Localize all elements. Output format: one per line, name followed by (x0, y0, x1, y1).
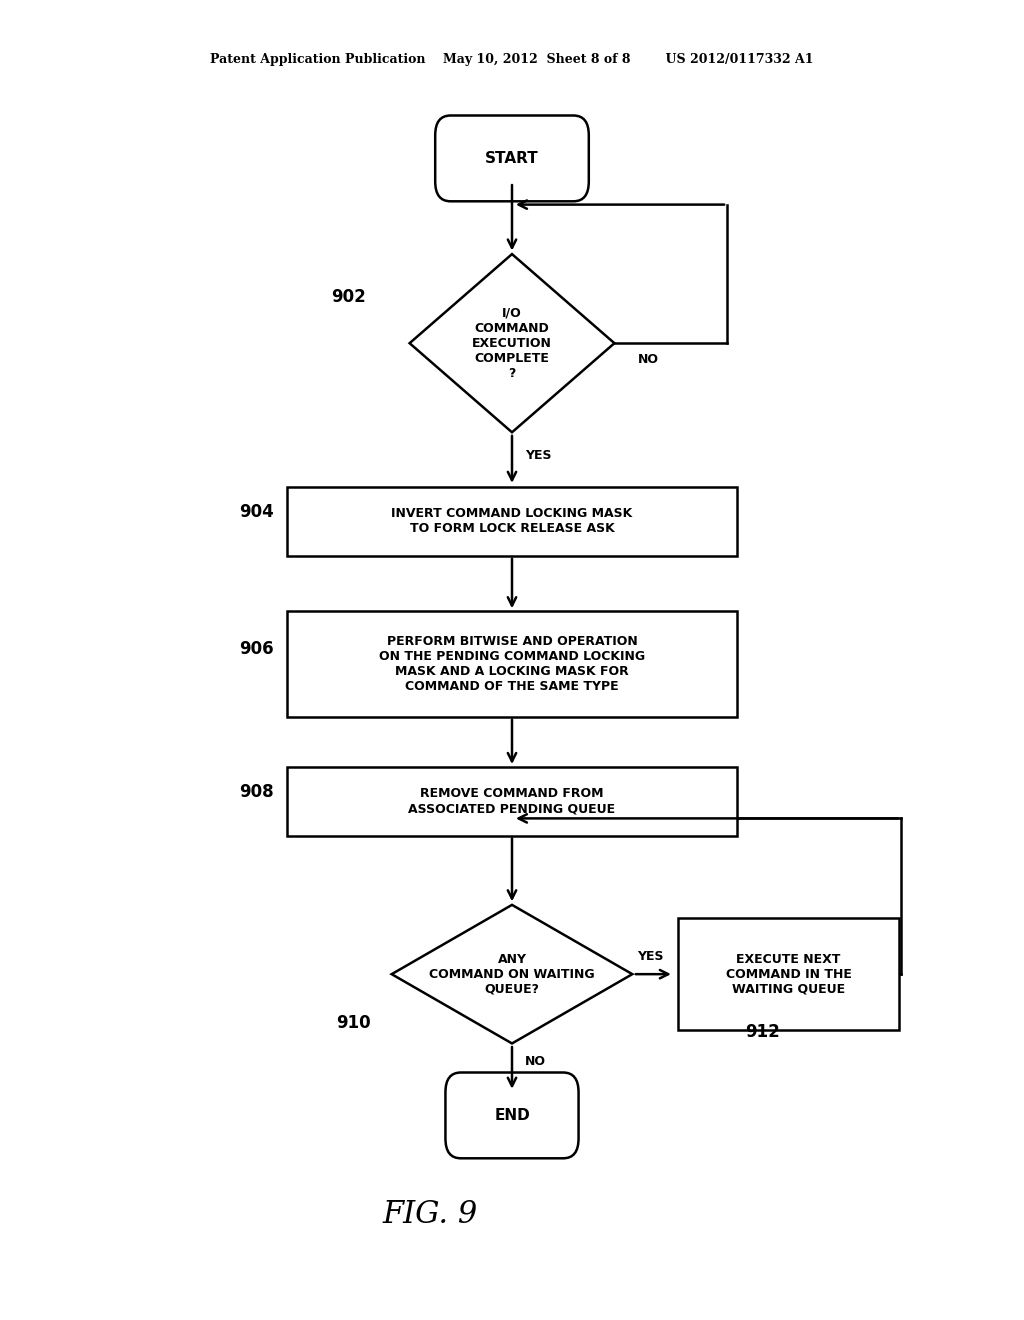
Text: START: START (485, 150, 539, 166)
FancyBboxPatch shape (287, 487, 737, 556)
Text: NO: NO (525, 1055, 547, 1068)
Text: 910: 910 (336, 1014, 371, 1032)
FancyBboxPatch shape (445, 1072, 579, 1159)
FancyBboxPatch shape (435, 115, 589, 201)
Text: 902: 902 (331, 288, 366, 306)
Text: ANY
COMMAND ON WAITING
QUEUE?: ANY COMMAND ON WAITING QUEUE? (429, 953, 595, 995)
Text: PERFORM BITWISE AND OPERATION
ON THE PENDING COMMAND LOCKING
MASK AND A LOCKING : PERFORM BITWISE AND OPERATION ON THE PEN… (379, 635, 645, 693)
Text: 904: 904 (239, 503, 273, 521)
Text: EXECUTE NEXT
COMMAND IN THE
WAITING QUEUE: EXECUTE NEXT COMMAND IN THE WAITING QUEU… (726, 953, 851, 995)
Text: 906: 906 (239, 640, 273, 659)
FancyBboxPatch shape (287, 611, 737, 717)
Text: YES: YES (637, 950, 664, 964)
FancyBboxPatch shape (678, 919, 899, 1030)
Text: REMOVE COMMAND FROM
ASSOCIATED PENDING QUEUE: REMOVE COMMAND FROM ASSOCIATED PENDING Q… (409, 787, 615, 816)
Polygon shape (391, 906, 632, 1043)
Text: NO: NO (638, 352, 659, 366)
Text: YES: YES (525, 449, 552, 462)
Text: 912: 912 (745, 1023, 780, 1041)
Polygon shape (410, 253, 614, 433)
Text: FIG. 9: FIG. 9 (382, 1199, 478, 1230)
Text: Patent Application Publication    May 10, 2012  Sheet 8 of 8        US 2012/0117: Patent Application Publication May 10, 2… (210, 53, 814, 66)
Text: INVERT COMMAND LOCKING MASK
TO FORM LOCK RELEASE ASK: INVERT COMMAND LOCKING MASK TO FORM LOCK… (391, 507, 633, 536)
Text: END: END (495, 1107, 529, 1123)
FancyBboxPatch shape (287, 767, 737, 836)
Text: I/O
COMMAND
EXECUTION
COMPLETE
?: I/O COMMAND EXECUTION COMPLETE ? (472, 306, 552, 380)
Text: 908: 908 (239, 783, 273, 801)
